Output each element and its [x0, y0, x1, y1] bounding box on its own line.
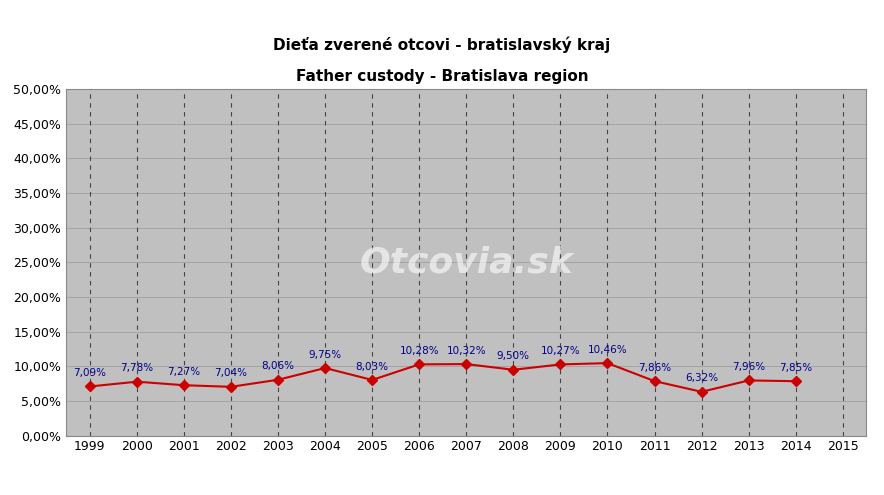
Text: 10,28%: 10,28%: [400, 346, 439, 356]
Text: Father custody - Bratislava region: Father custody - Bratislava region: [295, 69, 589, 84]
Text: 10,46%: 10,46%: [588, 345, 628, 355]
Text: 7,09%: 7,09%: [73, 368, 106, 378]
Text: 7,96%: 7,96%: [732, 362, 766, 372]
Text: 9,75%: 9,75%: [309, 349, 342, 360]
Text: 9,50%: 9,50%: [497, 351, 530, 361]
Text: 10,32%: 10,32%: [446, 346, 486, 356]
Text: 6,32%: 6,32%: [685, 373, 718, 384]
Text: 7,78%: 7,78%: [120, 363, 154, 373]
Text: 7,04%: 7,04%: [215, 368, 248, 379]
Text: 7,27%: 7,27%: [167, 367, 201, 377]
Text: 8,06%: 8,06%: [262, 361, 294, 371]
Text: 7,86%: 7,86%: [638, 363, 671, 373]
Text: 7,85%: 7,85%: [779, 363, 812, 373]
Text: Dieťa zverené otcovi - bratislavský kraj: Dieťa zverené otcovi - bratislavský kraj: [273, 36, 611, 53]
Text: 10,27%: 10,27%: [541, 346, 580, 356]
Text: Otcovia.sk: Otcovia.sk: [360, 246, 573, 279]
Text: 8,03%: 8,03%: [355, 362, 389, 372]
